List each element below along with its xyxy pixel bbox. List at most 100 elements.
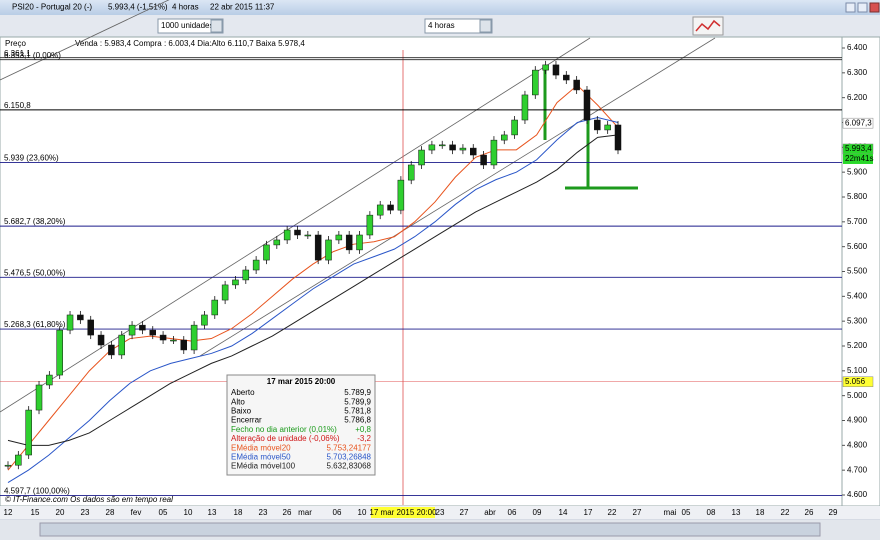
candle-body [118, 334, 125, 356]
candle-body [159, 334, 167, 341]
x-tick-label: 23 [259, 508, 268, 517]
candle-body [397, 179, 405, 211]
candle-body [542, 64, 549, 71]
level-label: 6.361,1 [4, 49, 31, 58]
tooltip-label: Fecho no dia anterior (0,01%) [231, 425, 337, 434]
countdown-box [843, 153, 873, 164]
x-tick-label: 17 mar 2015 20:00 [369, 508, 437, 517]
x-tick-label: 06 [333, 508, 342, 517]
minimize-button[interactable] [845, 2, 856, 13]
candle-body [56, 329, 63, 376]
x-tick-label: 08 [707, 508, 716, 517]
candle-body [263, 244, 270, 261]
candle-body [356, 234, 363, 251]
tooltip-label: Encerrar [231, 416, 262, 425]
maximize-button[interactable] [857, 2, 868, 13]
interval-value: 4 horas [428, 21, 455, 30]
x-tick-label: 29 [829, 508, 838, 517]
dropdown-arrow[interactable] [479, 19, 492, 33]
window-title: PSI20 - Portugal 20 (-) [12, 3, 92, 12]
scroll-thumb[interactable] [39, 522, 821, 537]
x-tick-label: 10 [184, 508, 193, 517]
candle-body [232, 279, 239, 286]
candle-body [614, 124, 622, 151]
dropdown-arrow[interactable] [210, 19, 223, 33]
candle-body [376, 204, 384, 216]
level-label: 5.476,5 (50,00%) [4, 268, 66, 277]
candle-body [490, 139, 498, 166]
tooltip-value: 5.789,9 [344, 397, 371, 406]
crosshair-date-box [371, 507, 435, 518]
quote-text: Venda : 5.983,4 Compra : 6.003,4 Dia:Alt… [75, 39, 305, 48]
candle-body [366, 214, 374, 236]
units-dropdown[interactable] [157, 18, 224, 34]
tooltip-label: Alteração de unidade (-0,06%) [231, 434, 340, 443]
window-datetime: 22 abr 2015 11:37 [210, 3, 275, 12]
candle-body [139, 324, 146, 331]
price-tag-label: 6.097,3 [845, 118, 872, 127]
interval-dropdown[interactable] [424, 18, 493, 34]
x-tick-label: 09 [533, 508, 542, 517]
close-button[interactable] [869, 2, 880, 13]
level-label: 5.682,7 (38,20%) [4, 217, 66, 226]
candle-body [583, 89, 591, 121]
moving-average [7, 134, 619, 446]
x-tick-label: 13 [208, 508, 217, 517]
x-tick-label: 23 [436, 508, 445, 517]
x-tick-label: 23 [81, 508, 90, 517]
time-axis [0, 506, 880, 519]
candle-body [511, 119, 518, 136]
candle-body [304, 234, 312, 237]
candle-body [242, 269, 250, 281]
trend-channel [0, 0, 170, 81]
candle-body [573, 79, 580, 91]
plot: 6.361,16.353,1 (0,00%) 6.150,8 5.939 (23,6… [0, 49, 842, 497]
x-tick-label: 13 [732, 508, 741, 517]
level-label: 5.939 (23,60%) [4, 154, 59, 163]
indicator-button[interactable] [692, 16, 724, 36]
x-tick-label: 17 [584, 508, 593, 517]
y-tick-label: 6.400 [847, 43, 868, 52]
time-axis-labels: 12 15 20 23 28 fev 05 10 13 18 23 26 mar 06 10 17 mar 2… [4, 507, 838, 518]
tooltip-label: EMédia móvel100 [231, 462, 296, 471]
chart-area [0, 36, 843, 507]
x-tick-label: 26 [283, 508, 292, 517]
x-tick-label: 26 [805, 508, 814, 517]
trend-channel [199, 37, 716, 357]
x-tick-label: mai [664, 508, 677, 517]
candle-body [532, 69, 539, 96]
y-tick-label: 5.900 [847, 167, 868, 176]
countdown: 22m41s [845, 154, 873, 163]
x-tick-label: 22 [608, 508, 617, 517]
candle-body [77, 314, 84, 321]
candle-body [418, 149, 425, 166]
candle-body [325, 239, 332, 261]
x-tick-label: 15 [31, 508, 40, 517]
candle-body [604, 124, 611, 131]
candle-body [211, 299, 219, 316]
candle-body [521, 94, 529, 121]
candle-body [221, 284, 229, 301]
candle-body [170, 339, 177, 342]
y-tick-label: 4.900 [847, 416, 868, 425]
y-tick-label: 4.700 [847, 465, 868, 474]
x-tick-label: abr [484, 508, 496, 517]
quote-label: Preço [5, 39, 26, 48]
x-tick-label: 28 [106, 508, 115, 517]
window-price: 5.993,4 (-1,51%) [108, 3, 168, 12]
tooltip-value: +0,8 [355, 425, 371, 434]
tooltip: 17 mar 2015 20:00 Aberto 5.789,9 Alto 5.789… [226, 374, 376, 476]
candle-body [470, 147, 477, 156]
candle-body [594, 119, 601, 131]
tooltip-value: 5.632,83068 [327, 462, 372, 471]
tooltip-label: EMédia móvel20 [231, 443, 291, 452]
x-tick-label: 20 [56, 508, 65, 517]
footer: © IT-Finance.com Os dados são em tempo r… [5, 495, 173, 504]
y-tick-label: 6.300 [847, 68, 868, 77]
x-tick-label: mar [298, 508, 312, 517]
tooltip-label: Baixo [231, 407, 252, 416]
candle-body [35, 384, 43, 411]
x-tick-label: 27 [633, 508, 642, 517]
